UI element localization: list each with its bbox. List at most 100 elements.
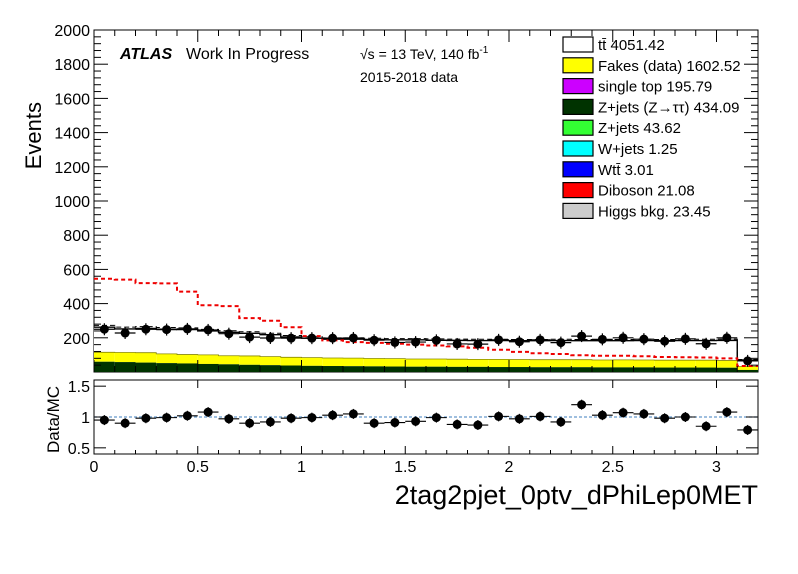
ttbar-bar	[571, 340, 592, 360]
ratio-point	[411, 416, 421, 426]
ttbar-bar	[94, 327, 115, 353]
fakes-bar	[239, 355, 260, 365]
fakes-bar	[550, 359, 572, 368]
legend-label: single top 195.79	[598, 79, 712, 96]
data-point	[369, 335, 379, 345]
zjets-tautau-bar	[135, 362, 157, 372]
fakes-bar	[654, 360, 675, 368]
fakes-bar	[384, 358, 406, 367]
ratio-point	[369, 418, 379, 428]
ratio-point	[473, 420, 483, 430]
data-point	[473, 339, 483, 349]
data-point	[348, 333, 358, 343]
data-point	[224, 329, 234, 339]
fakes-bar	[737, 366, 758, 370]
fakes-bar	[280, 357, 302, 366]
ratio-point	[182, 411, 192, 421]
data-point	[556, 338, 566, 348]
zjets-tautau-bar	[550, 367, 572, 372]
legend-label: Diboson 21.08	[598, 183, 695, 200]
data-point	[618, 333, 628, 343]
ttbar-bar	[654, 340, 675, 361]
y-tick-label: 1200	[54, 160, 90, 177]
zjets-tautau-bar	[737, 369, 758, 372]
ratio-point	[535, 411, 545, 421]
legend: tt̄ 4051.42 Fakes (data) 1602.52 single to…	[562, 36, 741, 220]
ratio-point	[680, 412, 690, 422]
zjets-tautau-bar	[363, 366, 385, 372]
x-tick-label: 3	[712, 459, 721, 476]
ttbar-bar	[529, 340, 551, 360]
data-point	[639, 334, 649, 344]
ratio-point	[390, 418, 400, 428]
data-point	[245, 332, 255, 342]
ratio-point	[577, 400, 587, 410]
legend-label: Higgs bkg. 23.45	[598, 203, 711, 220]
y-tick-label: 1600	[54, 91, 90, 108]
ttbar-bar	[239, 333, 260, 356]
fakes-bar	[529, 359, 551, 368]
ratio-point	[203, 407, 213, 417]
x-tick-label: 0	[90, 459, 99, 476]
ratio-point	[286, 413, 296, 423]
fakes-bar	[177, 354, 198, 364]
fakes-bar	[592, 360, 613, 368]
zjets-tautau-bar	[239, 364, 260, 372]
zjets-tautau-bar	[156, 363, 177, 372]
ttbar-bar	[156, 329, 177, 354]
legend-swatch	[562, 77, 594, 95]
fakes-bar	[363, 358, 385, 367]
zjets-tautau-bar	[177, 363, 198, 372]
data-point	[452, 339, 462, 349]
data-point	[494, 335, 504, 345]
ratio-point	[141, 413, 151, 423]
y-tick-label: 800	[63, 228, 90, 245]
fakes-bar	[446, 359, 468, 367]
ratio-point	[701, 421, 711, 431]
ttbar-bar	[343, 339, 364, 359]
zjets-tautau-bar	[612, 367, 634, 372]
legend-swatch	[562, 161, 594, 178]
fakes-bar	[301, 357, 323, 366]
legend-label: Fakes (data) 1602.52	[598, 58, 741, 75]
ttbar-bar	[301, 338, 323, 358]
ratio-point	[452, 419, 462, 429]
y-axis-title: Events	[21, 102, 46, 169]
fakes-bar	[114, 352, 136, 363]
energy-sup: -1	[479, 45, 488, 56]
fakes-bar	[509, 359, 530, 368]
ratio-layer	[94, 399, 758, 435]
ratio-point	[120, 418, 130, 428]
legend-swatch	[562, 36, 594, 53]
zjets-tautau-bar	[467, 366, 489, 372]
zjets-tautau-bar	[426, 366, 447, 372]
ttbar-bar	[177, 329, 198, 355]
data-point	[162, 325, 172, 335]
fakes-bar	[571, 359, 592, 368]
zjets-tautau-bar	[509, 367, 530, 372]
ratio-point	[99, 415, 109, 425]
ratio-axis-title: Data/MC	[44, 386, 63, 453]
zjets-tautau-bar	[695, 367, 717, 372]
zjets-tautau-bar	[343, 366, 364, 372]
signal-dashed-line	[94, 277, 758, 368]
energy-label: √s = 13 TeV, 140 fb-1	[360, 45, 489, 62]
zjets-tautau-bar	[405, 366, 426, 372]
data-point	[660, 336, 670, 346]
zjets-tautau-bar	[322, 366, 343, 372]
fakes-bar	[405, 359, 426, 367]
zjets-tautau-bar	[675, 367, 696, 372]
fakes-bar	[322, 357, 343, 367]
ratio-point	[328, 410, 338, 420]
ratio-point	[245, 418, 255, 428]
data-point	[265, 333, 275, 343]
fakes-bar	[197, 354, 219, 364]
ratio-point	[597, 410, 607, 420]
ratio-point	[265, 417, 275, 427]
ttbar-bar	[716, 340, 738, 361]
x-tick-label: 1	[297, 459, 306, 476]
zjets-tautau-bar	[488, 367, 509, 372]
zjets-tautau-bar	[94, 361, 115, 372]
